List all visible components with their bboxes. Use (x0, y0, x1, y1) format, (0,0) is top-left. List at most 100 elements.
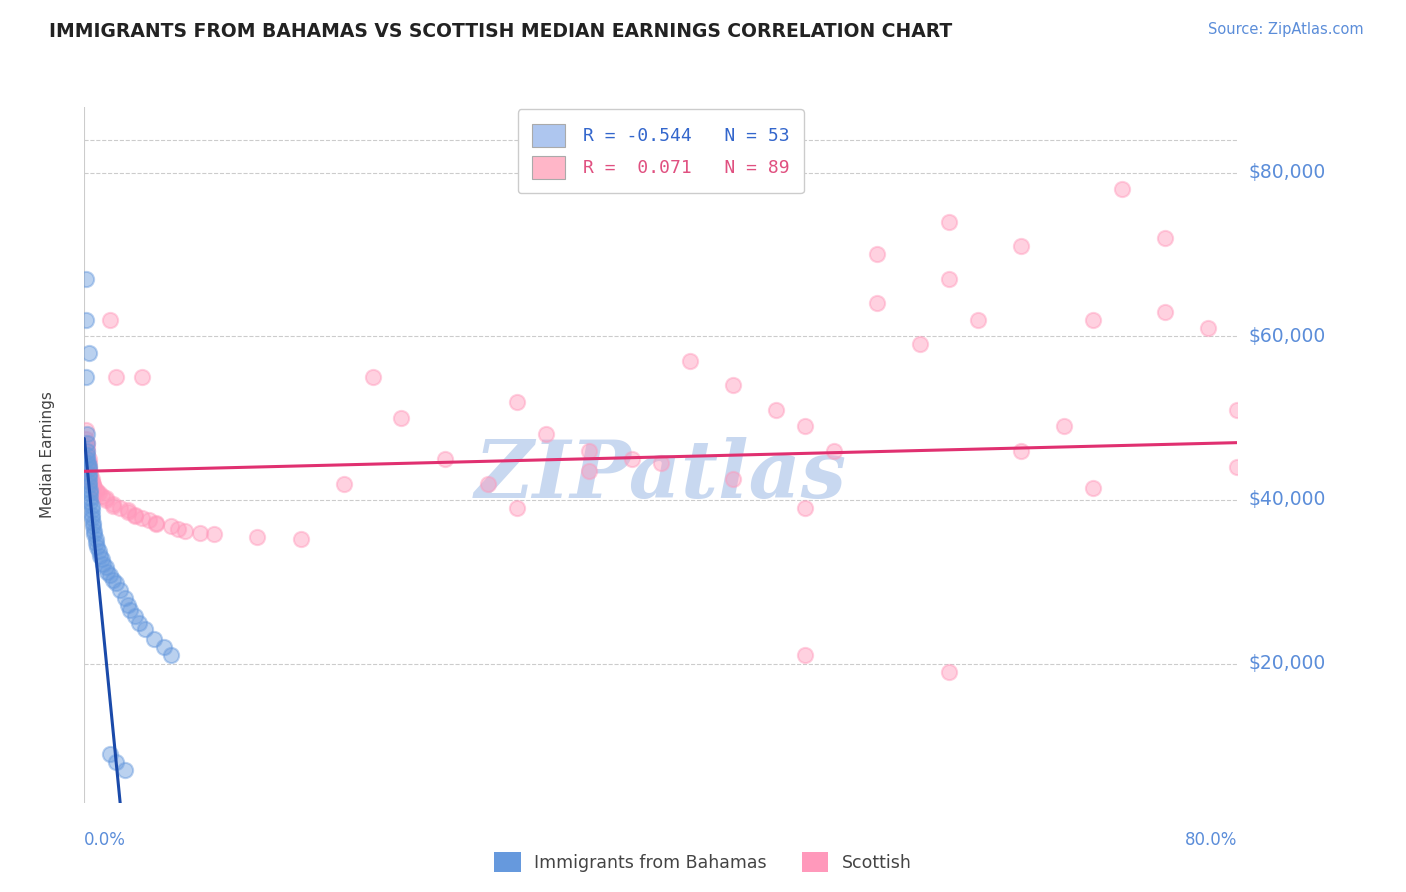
Point (83, 524, 105, 538)
Point (794, 419, 817, 434)
Point (1226, 460, 1249, 475)
Point (1010, 239, 1032, 253)
Point (80, 475, 103, 489)
Point (82, 516, 104, 530)
Point (433, 452, 456, 467)
Point (77, 475, 100, 489)
Point (86, 541, 108, 555)
Point (75, 432, 97, 446)
Point (91, 557, 114, 571)
Point (77, 456, 100, 470)
Point (938, 272, 960, 286)
Point (77, 462, 100, 476)
Point (124, 509, 146, 524)
Point (76, 443, 98, 458)
Point (794, 501, 817, 516)
Text: Source: ZipAtlas.com: Source: ZipAtlas.com (1208, 22, 1364, 37)
Point (333, 476, 356, 491)
Point (938, 665, 960, 679)
Point (94, 560, 117, 574)
Point (80, 500, 103, 514)
Point (124, 609, 146, 624)
Legend: Immigrants from Bahamas, Scottish: Immigrants from Bahamas, Scottish (488, 845, 918, 879)
Point (77, 458, 100, 473)
Text: $40,000: $40,000 (1249, 491, 1326, 509)
Point (77, 478, 100, 492)
Point (76, 452, 98, 467)
Point (506, 501, 529, 516)
Point (77, 462, 100, 476)
Text: Median Earnings: Median Earnings (39, 392, 55, 518)
Point (117, 505, 139, 519)
Point (75, 272, 97, 286)
Point (82, 478, 104, 492)
Point (477, 476, 499, 491)
Point (114, 763, 136, 777)
Point (80, 511, 103, 525)
Point (167, 522, 190, 536)
Point (1053, 419, 1076, 434)
Point (76, 427, 98, 442)
Point (110, 582, 132, 597)
Point (128, 615, 150, 630)
Point (120, 603, 142, 617)
Point (103, 500, 124, 514)
Point (96, 565, 118, 579)
Point (98, 313, 121, 327)
Point (910, 337, 932, 351)
Point (75, 423, 97, 437)
Point (160, 519, 183, 533)
Text: $60,000: $60,000 (1249, 326, 1326, 346)
Point (866, 247, 889, 261)
Point (105, 576, 128, 591)
Point (721, 378, 744, 392)
Point (1083, 481, 1105, 495)
Point (98, 568, 121, 582)
Point (77, 470, 100, 484)
Point (80, 508, 103, 522)
Legend: R = -0.544   N = 53, R =  0.071   N = 89: R = -0.544 N = 53, R = 0.071 N = 89 (517, 109, 804, 194)
Point (131, 511, 153, 525)
Point (1198, 321, 1220, 335)
Point (84, 533, 107, 547)
Point (75, 370, 97, 384)
Point (105, 755, 128, 769)
Point (1083, 313, 1105, 327)
Point (145, 517, 167, 532)
Point (86, 484, 108, 499)
Point (75, 313, 97, 327)
Point (82, 519, 104, 533)
Point (79, 483, 101, 497)
Text: 0.0%: 0.0% (84, 830, 127, 848)
Point (1298, 509, 1320, 524)
Point (131, 370, 153, 384)
Point (105, 370, 128, 384)
Point (506, 394, 529, 409)
Point (76, 448, 98, 462)
Point (94, 492, 117, 507)
Point (80, 473, 103, 487)
Point (79, 470, 101, 484)
Point (1010, 443, 1032, 458)
Point (94, 491, 117, 506)
Point (87, 543, 110, 558)
Point (77, 456, 100, 470)
Point (1298, 452, 1320, 467)
Point (80, 502, 103, 516)
Point (114, 591, 136, 606)
Point (90, 552, 112, 566)
Point (765, 403, 787, 417)
Point (391, 411, 413, 425)
Text: $80,000: $80,000 (1249, 163, 1326, 182)
Point (79, 491, 101, 506)
Point (152, 640, 174, 655)
Point (866, 296, 889, 310)
Point (1154, 231, 1177, 245)
Point (98, 747, 121, 761)
Point (967, 313, 990, 327)
Point (578, 464, 600, 478)
Point (87, 486, 110, 500)
Point (79, 468, 101, 483)
Point (110, 501, 132, 516)
Point (79, 467, 101, 481)
